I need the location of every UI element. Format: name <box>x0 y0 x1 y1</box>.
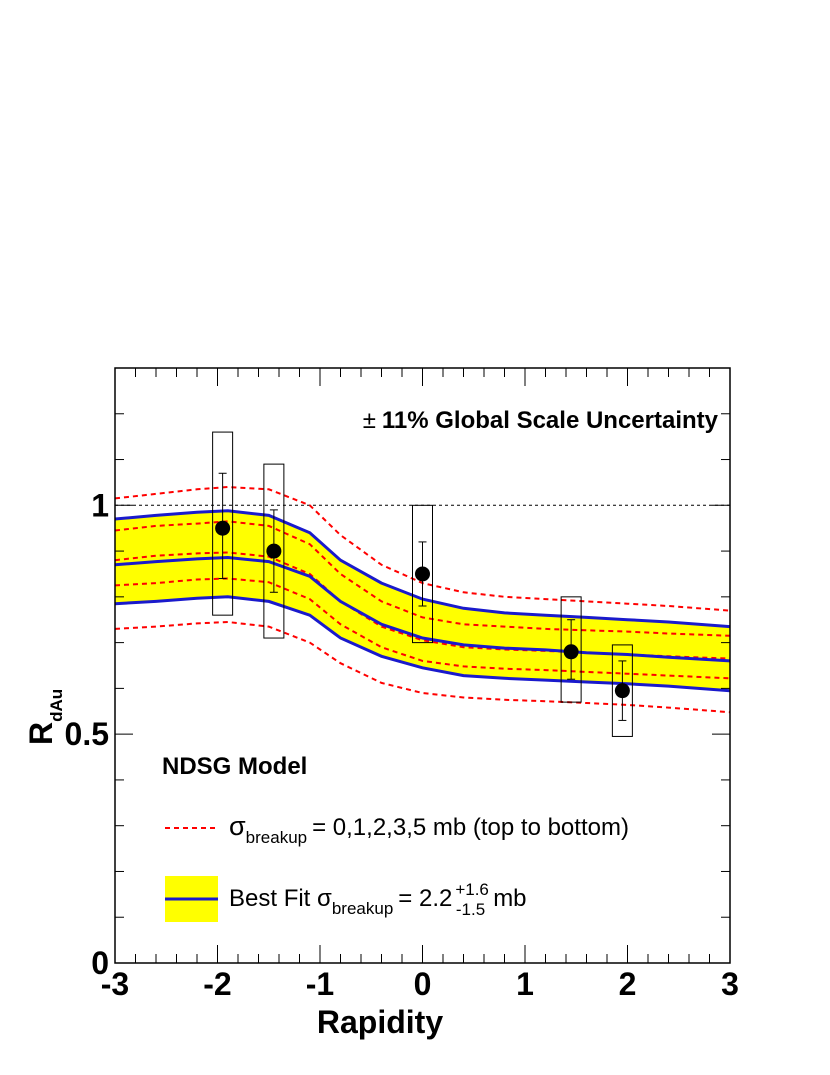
x-tick-label: 2 <box>619 966 637 1002</box>
data-point-3 <box>412 504 433 644</box>
legend-breakup-sub: breakup <box>246 828 307 847</box>
legend-sigma: σ <box>229 811 246 841</box>
data-marker <box>266 543 282 559</box>
systematic-box <box>412 504 433 644</box>
plot-content <box>115 431 730 737</box>
data-point-5 <box>611 644 633 737</box>
breakup-curve-5 <box>115 620 730 714</box>
plot-area <box>115 431 730 737</box>
x-tick-label: 3 <box>721 966 739 1002</box>
systematic-box <box>212 431 234 616</box>
systematic-box <box>263 463 285 639</box>
y-tick-label: 1 <box>91 487 109 523</box>
data-marker <box>215 520 231 536</box>
legend-breakup-label: σbreakup = 0,1,2,3,5 mb (top to bottom) <box>229 811 629 847</box>
data-marker <box>563 644 579 660</box>
legend-best-fit-minus: -1.5 <box>456 900 485 919</box>
tick-labels: -3 -2 -1 0 1 2 3 0 0.5 1 <box>65 487 739 1002</box>
x-axis-title: Rapidity <box>317 1004 443 1040</box>
legend-best-fit-unit: mb <box>493 885 526 912</box>
global-scale-annotation: ±11% Global Scale Uncertainty <box>363 407 719 434</box>
breakup-curve-1 <box>115 485 730 612</box>
legend-best-fit-sub: breakup <box>332 899 393 918</box>
legend-best-fit-prefix: Best Fit σ <box>229 885 332 912</box>
plus-minus-symbol: ± <box>363 407 376 434</box>
legend-best-fit-value: = 2.2 <box>398 885 452 912</box>
global-scale-text: 11% Global Scale Uncertainty <box>382 407 719 434</box>
x-tick-label: -2 <box>203 966 231 1002</box>
y-tick-label: 0.5 <box>65 716 109 752</box>
data-point-2 <box>263 463 285 639</box>
legend-best-fit-label: Best Fit σbreakup = 2.2 +1.6 -1.5 mb <box>229 880 527 919</box>
model-label: NDSG Model <box>162 753 307 780</box>
y-axis-title: RdAu <box>23 689 66 745</box>
x-tick-label: -1 <box>306 966 334 1002</box>
y-axis-title-main: R <box>23 722 59 745</box>
legend-best-fit-plus: +1.6 <box>455 880 489 899</box>
data-marker <box>415 566 430 582</box>
plot-frame <box>114 367 731 964</box>
legend-breakup-values: = 0,1,2,3,5 mb (top to bottom) <box>312 814 629 841</box>
legend: σbreakup = 0,1,2,3,5 mb (top to bottom) B… <box>165 811 629 922</box>
data-point-1 <box>212 431 234 616</box>
data-marker <box>614 683 630 699</box>
x-tick-label: 1 <box>516 966 534 1002</box>
y-tick-label: 0 <box>91 945 109 981</box>
data-point-4 <box>560 596 582 703</box>
y-axis-title-subscript: dAu <box>47 689 66 722</box>
x-tick-label: 0 <box>414 966 432 1002</box>
systematic-box <box>560 596 582 703</box>
systematic-box <box>611 644 633 737</box>
breakup-curve-4 <box>115 577 730 680</box>
x-tick-label: -3 <box>101 966 129 1002</box>
